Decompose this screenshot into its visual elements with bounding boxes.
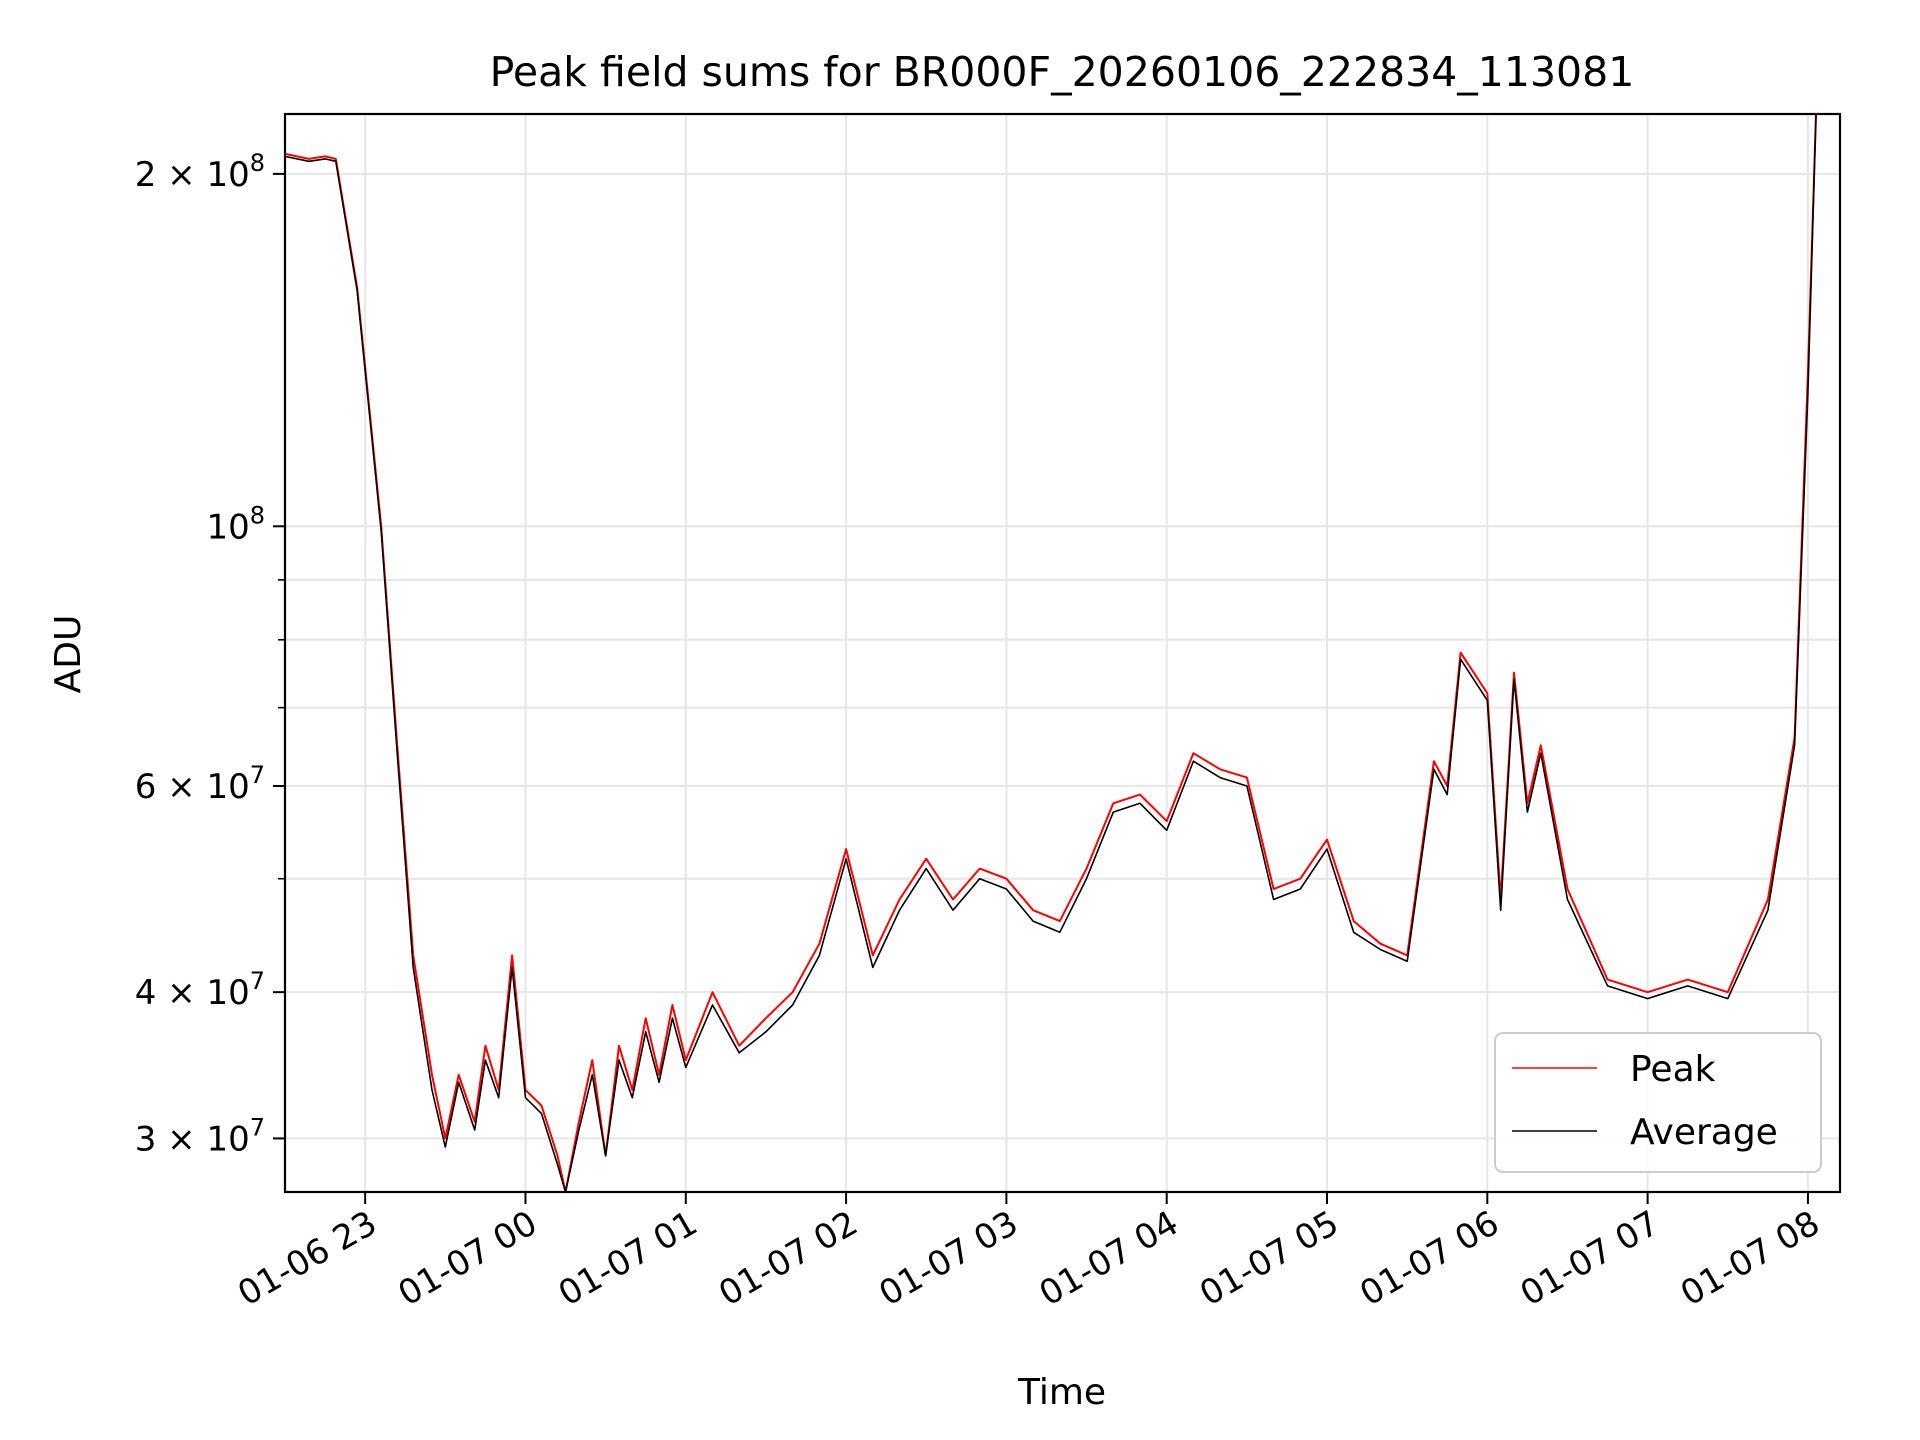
legend: Peak Average xyxy=(1494,1032,1822,1173)
legend-average-label: Average xyxy=(1630,1112,1778,1153)
gridlines xyxy=(285,114,1840,1192)
x-axis-label: Time xyxy=(1017,1372,1106,1413)
y-tick-label: 108 xyxy=(206,501,265,547)
y-tick-label: 3 × 107 xyxy=(135,1113,265,1159)
y-axis-ticks: 3 × 107 4 × 107 6 × 107 108 2 × 108 xyxy=(135,149,285,1159)
series-line-average xyxy=(285,114,1817,1192)
chart-title: Peak field sums for BR000F_20260106_2228… xyxy=(490,48,1635,96)
y-tick-label: 6 × 107 xyxy=(135,761,265,807)
y-tick-label: 4 × 107 xyxy=(135,967,265,1013)
y-axis-label: ADU xyxy=(48,615,89,694)
y-tick-label: 2 × 108 xyxy=(135,149,265,195)
series-layer xyxy=(285,114,1817,1192)
legend-peak-label: Peak xyxy=(1630,1049,1716,1090)
plot-frame xyxy=(283,112,1842,1194)
